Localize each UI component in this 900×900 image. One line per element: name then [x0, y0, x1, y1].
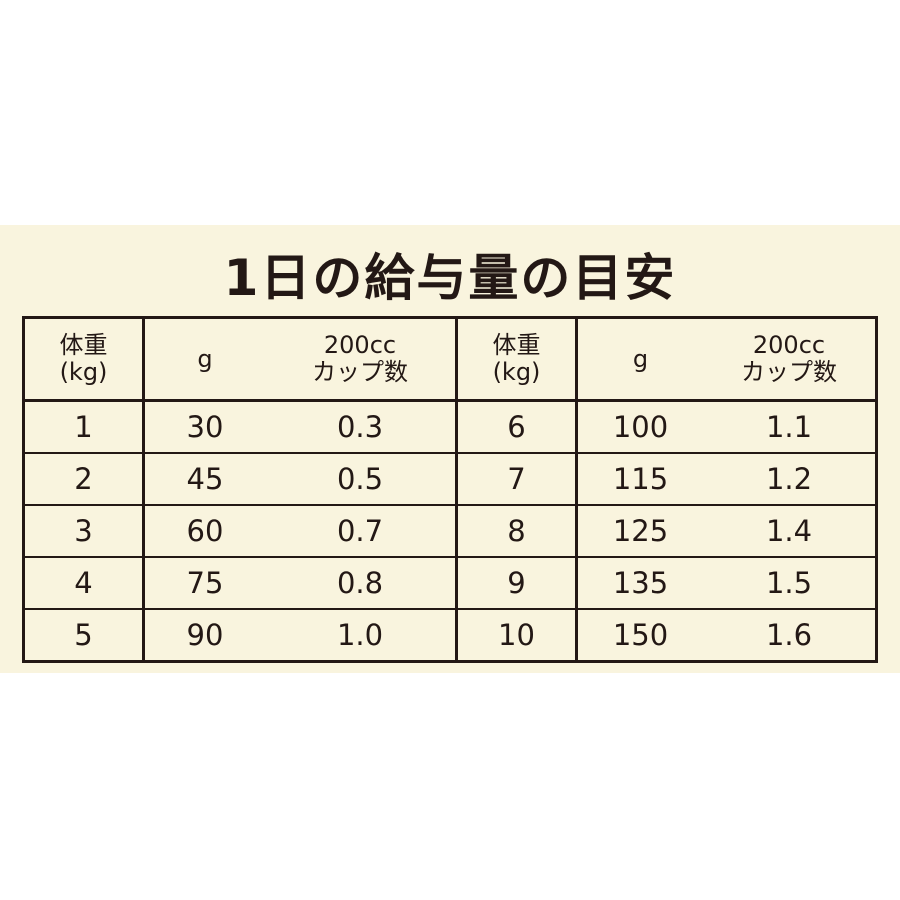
cups-cell: 0.8 — [265, 556, 457, 609]
grams-cell: 75 — [142, 556, 265, 609]
weight-cell: 9 — [455, 556, 577, 609]
weight-cell: 4 — [23, 556, 144, 609]
cups-cell: 1.1 — [703, 399, 877, 453]
grams-cell: 135 — [575, 556, 703, 609]
header-cups: 200cc カップ数 — [265, 317, 457, 402]
grams-cell: 90 — [142, 608, 265, 662]
grams-cell: 115 — [575, 452, 703, 505]
grams-cell: 30 — [142, 399, 265, 453]
grams-cell: 125 — [575, 504, 703, 557]
cups-cell: 0.3 — [265, 399, 457, 453]
header-weight: 体重 (kg) — [23, 317, 144, 402]
table-row: 3 60 0.7 8 125 1.4 — [23, 504, 877, 557]
cups-cell: 1.2 — [703, 452, 877, 505]
cups-cell: 0.5 — [265, 452, 457, 505]
weight-cell: 2 — [23, 452, 144, 505]
weight-cell: 6 — [455, 399, 577, 453]
page-title: 1日の給与量の目安 — [223, 249, 677, 307]
weight-cell: 3 — [23, 504, 144, 557]
weight-cell: 8 — [455, 504, 577, 557]
table-row: 4 75 0.8 9 135 1.5 — [23, 556, 877, 609]
weight-cell: 10 — [455, 608, 577, 662]
table-row: 5 90 1.0 10 150 1.6 — [23, 608, 877, 662]
header-cups: 200cc カップ数 — [703, 317, 877, 402]
header-grams: g — [142, 317, 265, 402]
cups-cell: 0.7 — [265, 504, 457, 557]
weight-cell: 7 — [455, 452, 577, 505]
cups-cell: 1.4 — [703, 504, 877, 557]
grams-cell: 150 — [575, 608, 703, 662]
header-row: 体重 (kg) g 200cc カップ数 体重 (kg) g 200cc カップ数 — [23, 317, 877, 402]
cups-cell: 1.6 — [703, 608, 877, 662]
header-grams: g — [575, 317, 703, 402]
weight-cell: 1 — [23, 399, 144, 453]
table-row: 1 30 0.3 6 100 1.1 — [23, 399, 877, 453]
grams-cell: 60 — [142, 504, 265, 557]
cups-cell: 1.0 — [265, 608, 457, 662]
table-row: 2 45 0.5 7 115 1.2 — [23, 452, 877, 505]
weight-cell: 5 — [23, 608, 144, 662]
grams-cell: 45 — [142, 452, 265, 505]
header-weight: 体重 (kg) — [455, 317, 577, 402]
cups-cell: 1.5 — [703, 556, 877, 609]
grams-cell: 100 — [575, 399, 703, 453]
